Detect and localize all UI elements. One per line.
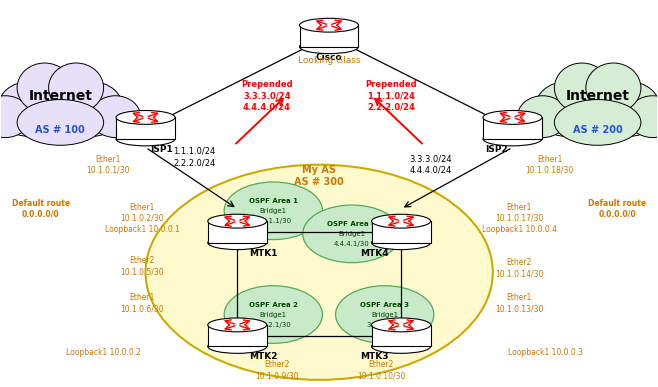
- Ellipse shape: [145, 165, 493, 380]
- Text: My AS
AS # 300: My AS AS # 300: [294, 165, 344, 187]
- Text: OSPF Area 2: OSPF Area 2: [249, 301, 297, 308]
- Text: 2.2.2.1/30: 2.2.2.1/30: [255, 322, 291, 327]
- Text: 1.1.1.1/30: 1.1.1.1/30: [255, 218, 291, 224]
- Text: MTK3: MTK3: [361, 352, 389, 361]
- Text: Default route
0.0.0.0/0: Default route 0.0.0.0/0: [588, 199, 646, 219]
- Ellipse shape: [535, 82, 597, 136]
- Text: OSPF Area 1: OSPF Area 1: [249, 198, 298, 204]
- Ellipse shape: [208, 236, 266, 250]
- Ellipse shape: [17, 67, 103, 135]
- Text: MTK2: MTK2: [249, 352, 278, 361]
- Text: ISP2: ISP2: [485, 145, 507, 154]
- Text: OSPF Area 3: OSPF Area 3: [360, 301, 409, 308]
- Text: AS # 100: AS # 100: [36, 125, 86, 135]
- Text: Internet: Internet: [28, 89, 92, 103]
- Ellipse shape: [49, 63, 103, 113]
- Text: 1.1.1.0/24
2.2.2.0/24: 1.1.1.0/24 2.2.2.0/24: [174, 147, 216, 167]
- Ellipse shape: [517, 96, 568, 137]
- Ellipse shape: [116, 111, 175, 124]
- Text: Looking Glass: Looking Glass: [298, 57, 360, 65]
- Ellipse shape: [628, 96, 658, 137]
- Ellipse shape: [299, 18, 359, 32]
- Ellipse shape: [208, 318, 266, 332]
- Ellipse shape: [299, 40, 359, 54]
- Text: Bridge1: Bridge1: [260, 312, 287, 317]
- Text: Ether1
10.1.0.2/30
Loopback1 10.0.0.1: Ether1 10.1.0.2/30 Loopback1 10.0.0.1: [105, 203, 180, 234]
- Bar: [483, 117, 542, 139]
- Ellipse shape: [336, 286, 434, 343]
- Text: Ether2
10.1.0.10/30: Ether2 10.1.0.10/30: [357, 360, 405, 380]
- Text: Loopback1 10.0.0.3: Loopback1 10.0.0.3: [508, 348, 583, 358]
- Ellipse shape: [597, 82, 658, 136]
- Text: Ether1
10.1.0.18/30: Ether1 10.1.0.18/30: [526, 155, 574, 175]
- Text: Bridge1: Bridge1: [371, 312, 398, 317]
- Text: MTK4: MTK4: [361, 248, 389, 258]
- Bar: [208, 221, 266, 243]
- Ellipse shape: [224, 286, 322, 343]
- Bar: [208, 325, 266, 346]
- Text: Ether2
10.1.0.14/30: Ether2 10.1.0.14/30: [495, 259, 544, 279]
- Text: ISP1: ISP1: [151, 145, 173, 154]
- Bar: [299, 25, 359, 47]
- Ellipse shape: [17, 99, 103, 145]
- Text: Ether1
10.1.0.1/30: Ether1 10.1.0.1/30: [86, 155, 130, 175]
- Ellipse shape: [483, 132, 542, 146]
- Ellipse shape: [586, 63, 641, 113]
- Text: OSPF Area 4: OSPF Area 4: [328, 221, 376, 227]
- Text: Prepended
1.1.1.0/24
2.2.2.0/24: Prepended 1.1.1.0/24 2.2.2.0/24: [365, 80, 417, 111]
- Text: AS # 200: AS # 200: [572, 125, 622, 135]
- Ellipse shape: [372, 214, 430, 228]
- Text: Bridge1: Bridge1: [260, 208, 287, 214]
- Ellipse shape: [0, 96, 30, 137]
- Text: Ether2
10.1.0.9/30: Ether2 10.1.0.9/30: [255, 360, 298, 380]
- Text: Ether1
10.1.0.6/30: Ether1 10.1.0.6/30: [120, 293, 164, 313]
- Ellipse shape: [483, 111, 542, 124]
- Ellipse shape: [116, 132, 175, 146]
- Ellipse shape: [555, 99, 641, 145]
- Ellipse shape: [0, 82, 61, 136]
- Ellipse shape: [372, 339, 430, 353]
- Text: Loopback1 10.0.0.2: Loopback1 10.0.0.2: [66, 348, 140, 358]
- Text: MTK1: MTK1: [249, 248, 278, 258]
- Bar: [372, 221, 430, 243]
- Text: Ether2
10.1.0.5/30: Ether2 10.1.0.5/30: [120, 257, 164, 277]
- Text: Prepended
3.3.3.0/24
4.4.4.0/24: Prepended 3.3.3.0/24 4.4.4.0/24: [241, 80, 293, 111]
- Text: 4.4.4.1/30: 4.4.4.1/30: [334, 241, 370, 247]
- Text: Ether1
10.1.0.17/30
Loopback1 10.0.0.4: Ether1 10.1.0.17/30 Loopback1 10.0.0.4: [482, 203, 557, 234]
- Text: 3.3.3.0/24
4.4.4.0/24: 3.3.3.0/24 4.4.4.0/24: [409, 155, 452, 175]
- Text: 3.3.3.1/30: 3.3.3.1/30: [367, 322, 403, 327]
- Text: Cisco: Cisco: [316, 53, 342, 62]
- Ellipse shape: [208, 339, 266, 353]
- Ellipse shape: [61, 82, 123, 136]
- Ellipse shape: [90, 96, 141, 137]
- Bar: [116, 117, 175, 139]
- Ellipse shape: [208, 214, 266, 228]
- Text: Bridge1: Bridge1: [338, 231, 365, 237]
- Bar: [372, 325, 430, 346]
- Ellipse shape: [555, 63, 609, 113]
- Text: Internet: Internet: [566, 89, 630, 103]
- Text: Default route
0.0.0.0/0: Default route 0.0.0.0/0: [12, 199, 70, 219]
- Ellipse shape: [372, 318, 430, 332]
- Ellipse shape: [372, 236, 430, 250]
- Text: Ether1
10.1.0.13/30: Ether1 10.1.0.13/30: [495, 293, 544, 313]
- Ellipse shape: [17, 63, 72, 113]
- Ellipse shape: [303, 205, 401, 263]
- Ellipse shape: [224, 182, 322, 240]
- Ellipse shape: [555, 67, 641, 135]
